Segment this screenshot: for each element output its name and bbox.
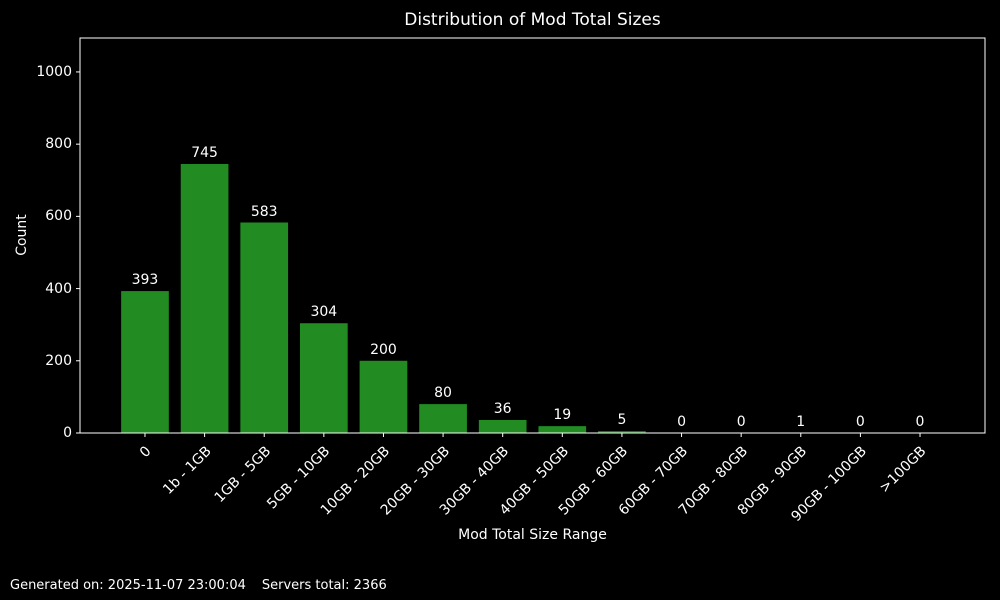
bar [240, 222, 289, 433]
bar [180, 164, 229, 433]
footer: Generated on: 2025-11-07 23:00:04 Servers… [10, 578, 387, 593]
bar-value-label: 0 [915, 414, 925, 430]
bar [478, 420, 527, 433]
bar-value-label: 304 [310, 304, 338, 321]
bar-value-label: 36 [493, 401, 512, 417]
footer-generated-text: Generated on: 2025-11-07 23:00:04 [10, 578, 246, 593]
y-tick-label: 800 [45, 136, 72, 153]
bar-value-label: 745 [191, 145, 218, 161]
footer-servers-total-text: Servers total: 2366 [261, 578, 387, 593]
bar-value-label: 0 [736, 414, 746, 430]
bar-value-label: 583 [250, 203, 278, 220]
bar-value-label: 5 [617, 412, 627, 429]
bar-value-label: 393 [131, 272, 159, 289]
bar-value-label: 200 [370, 341, 397, 358]
bar-value-label: 1 [796, 413, 806, 430]
chart-title: Distribution of Mod Total Sizes [404, 10, 661, 30]
plot-border [79, 37, 986, 434]
bar [598, 431, 646, 433]
y-tick-label: 400 [45, 280, 72, 297]
y-tick-label: 200 [45, 352, 72, 369]
bar [299, 323, 348, 433]
bar [121, 291, 169, 433]
bar-value-label: 80 [434, 385, 452, 402]
y-axis-label: Count [14, 214, 30, 256]
bar-value-label: 19 [553, 407, 572, 424]
bar [419, 404, 467, 433]
bar-value-label: 0 [677, 414, 686, 430]
bar-value-label: 0 [855, 414, 865, 430]
y-tick-label: 0 [63, 425, 72, 441]
y-tick-label: 600 [45, 208, 72, 225]
bar [538, 426, 587, 433]
x-axis-label: Mod Total Size Range [458, 527, 607, 543]
bar [359, 360, 408, 433]
y-tick-label: 1000 [36, 63, 72, 80]
